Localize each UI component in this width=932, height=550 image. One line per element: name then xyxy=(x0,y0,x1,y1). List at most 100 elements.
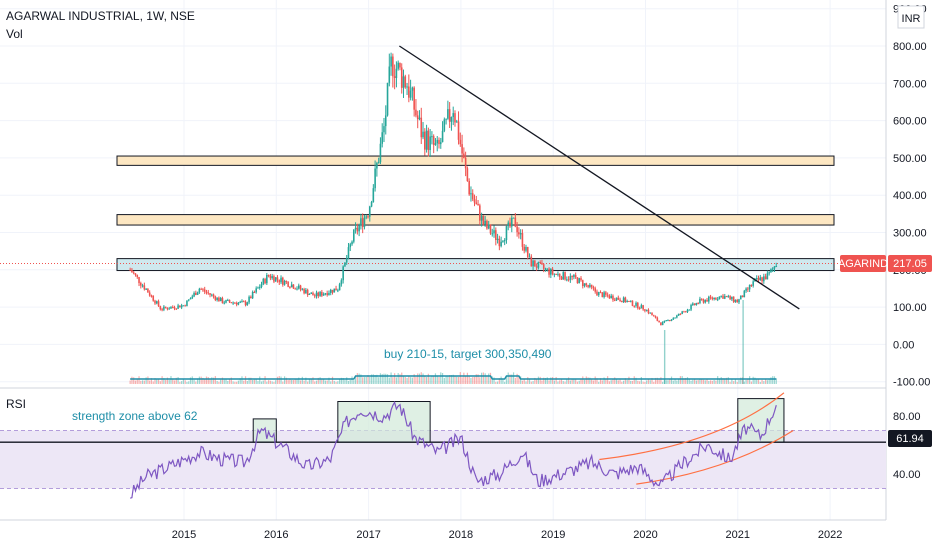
volume-bar xyxy=(317,377,319,384)
volume-bar xyxy=(349,379,351,384)
candle-body xyxy=(580,278,582,281)
candle-body xyxy=(715,297,717,300)
volume-bar xyxy=(166,377,169,384)
volume-bar xyxy=(425,377,428,384)
candle-body xyxy=(317,292,320,296)
symbol-tag-label: AGARIND xyxy=(838,258,888,270)
volume-bar xyxy=(195,381,197,384)
volume-bar xyxy=(731,378,733,384)
volume-bar xyxy=(509,374,511,384)
volume-bar xyxy=(599,378,602,384)
price-tick-label: 400.00 xyxy=(893,190,927,202)
candle-body xyxy=(322,293,325,296)
volume-bar xyxy=(360,374,362,384)
candle-body xyxy=(439,142,442,145)
volume-bar xyxy=(159,381,161,384)
candle-body xyxy=(143,285,146,290)
volume-bar xyxy=(683,378,685,384)
rsi-label: RSI xyxy=(6,397,26,411)
candle-body xyxy=(258,287,261,289)
time-tick-label: 2016 xyxy=(264,529,288,541)
volume-bar xyxy=(654,377,657,384)
volume-bar xyxy=(449,375,451,384)
volume-bar xyxy=(269,380,271,384)
volume-bar xyxy=(759,381,761,384)
candle-body xyxy=(386,82,389,116)
candle-body xyxy=(521,233,524,247)
volume-bar xyxy=(168,379,170,384)
volume-bar xyxy=(525,381,527,384)
candle-body xyxy=(282,277,284,285)
volume-bar xyxy=(489,372,492,384)
volume-bar xyxy=(505,376,508,384)
volume-bar xyxy=(413,374,415,384)
candle-body xyxy=(155,301,158,304)
volume-bar xyxy=(397,373,399,384)
candle-body xyxy=(171,306,174,308)
volume-bar xyxy=(140,380,142,384)
candle-body xyxy=(663,320,666,323)
candle-body xyxy=(445,118,447,120)
volume-bar xyxy=(607,376,609,384)
candle-body xyxy=(260,284,263,288)
candle-body xyxy=(241,301,243,303)
candle-body xyxy=(356,227,359,232)
volume-bar xyxy=(715,380,717,384)
candle-body xyxy=(129,269,131,271)
candle-body xyxy=(404,76,407,88)
candle-body xyxy=(748,284,751,290)
candle-body xyxy=(581,280,584,287)
candle-body xyxy=(170,306,172,309)
volume-bar xyxy=(504,381,506,384)
volume-bar xyxy=(672,380,674,384)
volume-bar xyxy=(539,376,541,384)
candle-body xyxy=(344,262,346,267)
volume-bar xyxy=(214,376,216,384)
volume-bar xyxy=(259,376,261,384)
candle-body xyxy=(587,285,589,287)
volume-bar xyxy=(198,376,200,384)
candle-body xyxy=(725,296,728,298)
candle-body xyxy=(338,284,341,291)
volume-bar xyxy=(756,378,758,384)
currency-button[interactable] xyxy=(897,5,925,29)
candle-body xyxy=(326,293,328,296)
candle-body xyxy=(716,299,719,301)
candle-body xyxy=(658,320,660,323)
volume-bar xyxy=(718,378,721,384)
symbol-header: AGARWAL INDUSTRIAL, 1W, NSE xyxy=(6,9,195,23)
candle-body xyxy=(237,302,240,305)
candle-body xyxy=(615,297,618,301)
volume-bar xyxy=(289,378,291,384)
candle-body xyxy=(496,238,499,240)
candle-body xyxy=(486,220,488,229)
volume-bar xyxy=(709,380,712,384)
volume-bar xyxy=(241,376,243,384)
volume-bar xyxy=(488,373,490,384)
volume-bar xyxy=(520,376,522,384)
price-tick-label: 800.00 xyxy=(893,41,927,53)
candle-body xyxy=(448,109,451,122)
volume-bar xyxy=(294,379,296,384)
candle-body xyxy=(406,86,408,88)
volume-bar xyxy=(271,381,273,384)
volume-bar xyxy=(411,377,413,384)
volume-bar xyxy=(276,376,279,384)
candle-body xyxy=(624,297,627,303)
candle-body xyxy=(633,305,636,307)
volume-bar xyxy=(605,378,607,384)
candle-body xyxy=(329,289,332,293)
candle-body xyxy=(553,273,556,275)
volume-bar xyxy=(143,380,145,384)
candle-body xyxy=(372,188,375,203)
candle-body xyxy=(574,275,577,278)
volume-bar xyxy=(266,381,268,384)
candle-body xyxy=(148,292,151,296)
candle-body xyxy=(558,273,561,277)
rsi-strength-box xyxy=(737,398,785,443)
volume-bar xyxy=(640,376,642,384)
candle-body xyxy=(246,302,249,306)
volume-bar xyxy=(692,379,694,384)
candle-body xyxy=(645,309,648,311)
volume-bar xyxy=(417,373,419,384)
